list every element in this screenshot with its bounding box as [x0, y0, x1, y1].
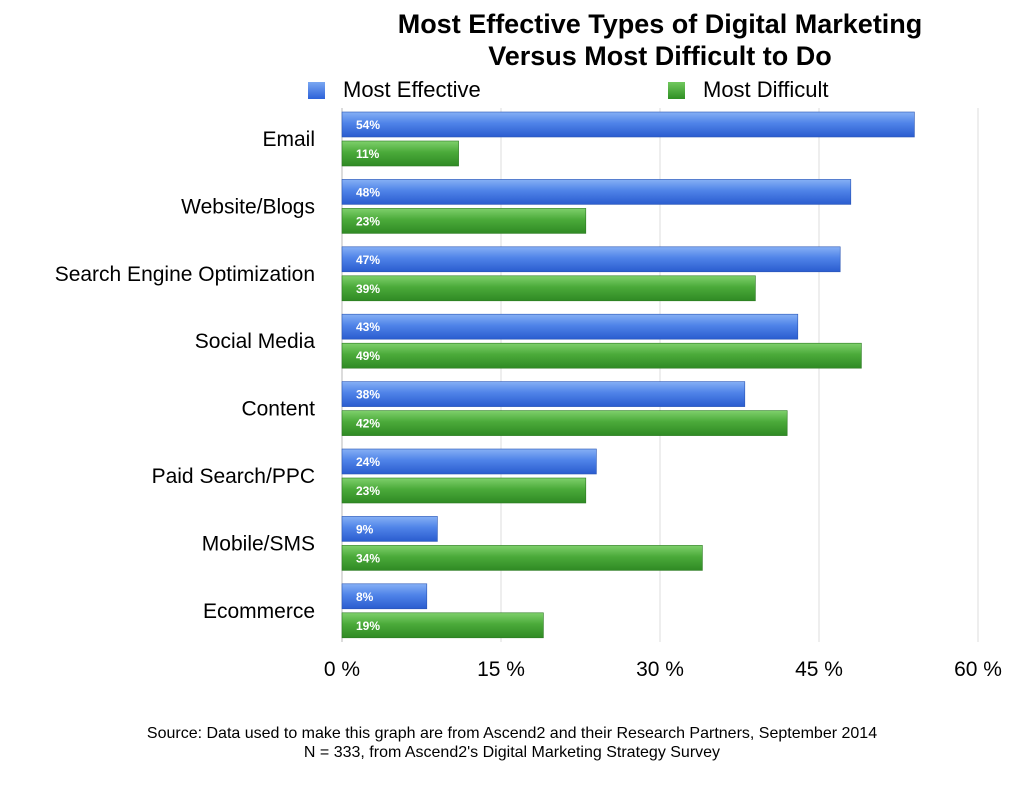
bar-most-effective [341, 516, 438, 542]
data-label: 47% [356, 253, 380, 267]
bar-most-effective [341, 583, 428, 610]
data-label: 43% [356, 320, 380, 334]
bar-most-difficult [341, 275, 756, 302]
data-label: 54% [356, 118, 380, 132]
data-label: 49% [356, 349, 380, 363]
bar-most-difficult [341, 410, 788, 436]
data-label: 48% [356, 185, 380, 199]
category-label: Paid Search/PPC [152, 465, 315, 488]
category-label: Search Engine Optimization [55, 263, 315, 286]
x-tick-label: 30 % [636, 658, 684, 681]
legend-item-most-effective: Most Effective [308, 76, 481, 104]
bar-most-effective [341, 179, 852, 205]
bar-most-effective [341, 246, 841, 273]
data-label: 38% [356, 388, 380, 402]
bar-most-difficult [341, 612, 544, 639]
data-label: 24% [356, 455, 380, 469]
bar-most-difficult [341, 208, 587, 234]
chart-title-line-2: Versus Most Difficult to Do [488, 41, 832, 71]
legend-label-most-difficult: Most Difficult [703, 77, 829, 102]
data-label: 8% [356, 590, 374, 604]
bar-most-difficult [341, 545, 703, 571]
legend-swatch-most-effective [308, 81, 325, 99]
x-tick-label: 15 % [477, 658, 525, 681]
data-label: 19% [356, 619, 380, 633]
category-label: Content [241, 398, 315, 421]
category-label: Social Media [195, 330, 316, 353]
bar-most-difficult [341, 342, 862, 369]
category-label: Email [262, 128, 315, 151]
legend-swatch-most-difficult [668, 81, 685, 99]
x-tick-label: 60 % [954, 658, 1002, 681]
data-label: 39% [356, 282, 380, 296]
x-tick-label: 45 % [795, 658, 843, 681]
data-label: 23% [356, 484, 380, 498]
x-tick-label: 0 % [324, 658, 360, 681]
source-note: Source: Data used to make this graph are… [0, 724, 1024, 762]
category-label: Mobile/SMS [202, 532, 315, 555]
data-label: 9% [356, 522, 374, 536]
category-label: Ecommerce [203, 600, 315, 623]
legend-label-most-effective: Most Effective [343, 77, 481, 102]
source-line-1: Source: Data used to make this graph are… [146, 725, 878, 742]
bar-most-effective [341, 313, 799, 340]
source-line-2: N = 333, from Ascend2's Digital Marketin… [303, 744, 721, 761]
bar-most-difficult [341, 477, 587, 504]
category-label: Website/Blogs [181, 195, 315, 218]
legend-item-most-difficult: Most Difficult [668, 76, 829, 104]
chart-title: Most Effective Types of Digital Marketin… [280, 8, 1024, 72]
data-label: 34% [356, 551, 380, 565]
data-label: 42% [356, 417, 380, 431]
chart-title-line-1: Most Effective Types of Digital Marketin… [397, 9, 923, 39]
bar-most-difficult [341, 140, 459, 167]
data-label: 11% [356, 147, 380, 161]
bar-most-effective [341, 448, 597, 475]
bar-most-effective [341, 381, 746, 407]
data-label: 23% [356, 214, 380, 228]
bar-most-effective [341, 111, 915, 138]
